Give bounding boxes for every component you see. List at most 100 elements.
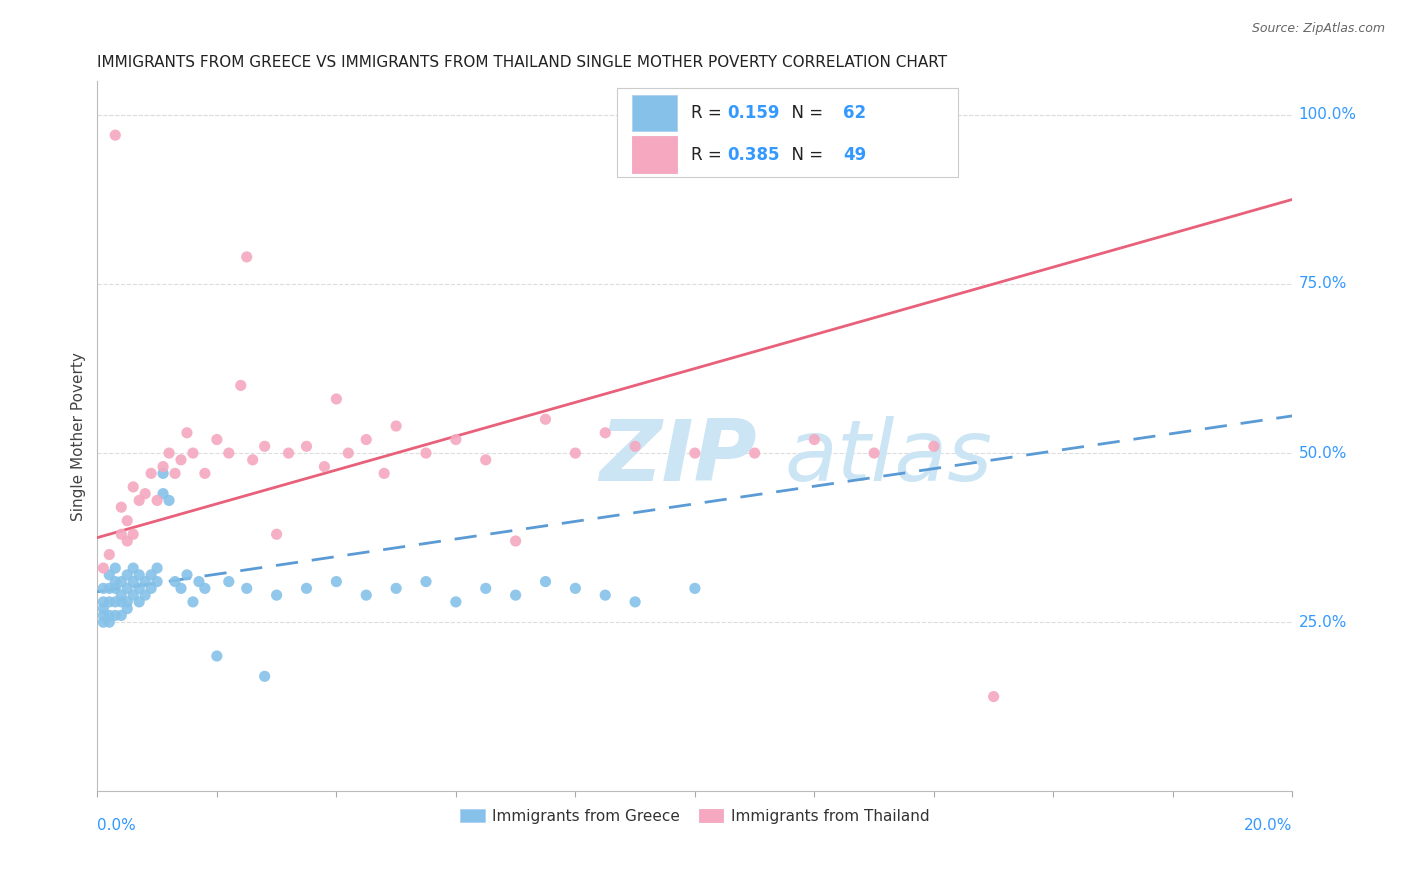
Point [110, 527, 132, 541]
Point [415, 574, 437, 589]
Point [534, 574, 557, 589]
Point [91, 595, 114, 609]
Point [325, 574, 347, 589]
Point [122, 527, 145, 541]
Point [110, 588, 132, 602]
Point [115, 534, 138, 549]
Point [593, 588, 616, 602]
Point [683, 446, 706, 460]
Point [474, 582, 496, 596]
Point [128, 493, 150, 508]
Point [194, 582, 217, 596]
Point [337, 446, 360, 460]
Point [134, 486, 156, 500]
Text: 25.0%: 25.0% [1298, 615, 1347, 630]
Point [593, 425, 616, 440]
Point [110, 500, 132, 515]
Point [170, 582, 193, 596]
Text: IMMIGRANTS FROM GREECE VS IMMIGRANTS FROM THAILAND SINGLE MOTHER POVERTY CORRELA: IMMIGRANTS FROM GREECE VS IMMIGRANTS FRO… [97, 55, 948, 70]
Text: atlas: atlas [785, 416, 993, 499]
Point [266, 527, 288, 541]
Point [104, 574, 127, 589]
Point [146, 574, 169, 589]
Point [229, 378, 252, 392]
Point [983, 690, 1005, 704]
Point [104, 582, 127, 596]
Point [146, 493, 169, 508]
Point [385, 582, 408, 596]
Point [98, 582, 121, 596]
Point [139, 567, 162, 582]
Text: R =: R = [692, 145, 727, 164]
Point [104, 128, 127, 143]
Text: 49: 49 [844, 145, 866, 164]
Text: N =: N = [780, 145, 828, 164]
Text: 0.385: 0.385 [727, 145, 780, 164]
Point [110, 595, 132, 609]
Point [205, 648, 228, 663]
Text: 0.159: 0.159 [727, 104, 780, 122]
Point [564, 446, 586, 460]
Point [444, 595, 467, 609]
Point [115, 595, 138, 609]
Point [98, 595, 121, 609]
Text: Source: ZipAtlas.com: Source: ZipAtlas.com [1251, 22, 1385, 36]
Point [205, 433, 228, 447]
Point [474, 453, 496, 467]
Point [505, 588, 527, 602]
Point [385, 419, 408, 434]
Point [314, 459, 336, 474]
Point [122, 574, 145, 589]
Point [91, 601, 114, 615]
Point [152, 467, 174, 481]
Point [187, 574, 209, 589]
Point [115, 514, 138, 528]
Point [176, 567, 198, 582]
FancyBboxPatch shape [617, 88, 957, 177]
Point [683, 582, 706, 596]
Point [139, 467, 162, 481]
Point [295, 582, 318, 596]
Point [242, 453, 264, 467]
Point [146, 561, 169, 575]
Point [624, 595, 647, 609]
Point [98, 615, 121, 630]
Point [98, 567, 121, 582]
Point [157, 446, 180, 460]
Text: 62: 62 [844, 104, 866, 122]
Point [152, 459, 174, 474]
Point [128, 567, 150, 582]
Point [122, 588, 145, 602]
Point [163, 574, 186, 589]
Point [354, 588, 377, 602]
Point [91, 608, 114, 623]
Point [922, 439, 945, 453]
Text: N =: N = [780, 104, 828, 122]
FancyBboxPatch shape [631, 136, 676, 173]
Point [181, 446, 204, 460]
Text: ZIP: ZIP [599, 416, 756, 499]
Point [235, 250, 257, 264]
Point [534, 412, 557, 426]
Point [744, 446, 766, 460]
Point [218, 446, 240, 460]
Point [176, 425, 198, 440]
Point [157, 493, 180, 508]
Text: 20.0%: 20.0% [1244, 818, 1292, 833]
Point [163, 467, 186, 481]
Point [253, 439, 276, 453]
Point [91, 582, 114, 596]
Text: R =: R = [692, 104, 727, 122]
Point [122, 561, 145, 575]
Point [266, 588, 288, 602]
Point [295, 439, 318, 453]
Text: 0.0%: 0.0% [97, 818, 136, 833]
Point [104, 608, 127, 623]
Point [115, 582, 138, 596]
Point [115, 601, 138, 615]
Point [624, 439, 647, 453]
Point [91, 561, 114, 575]
Point [181, 595, 204, 609]
Point [564, 582, 586, 596]
Point [110, 574, 132, 589]
